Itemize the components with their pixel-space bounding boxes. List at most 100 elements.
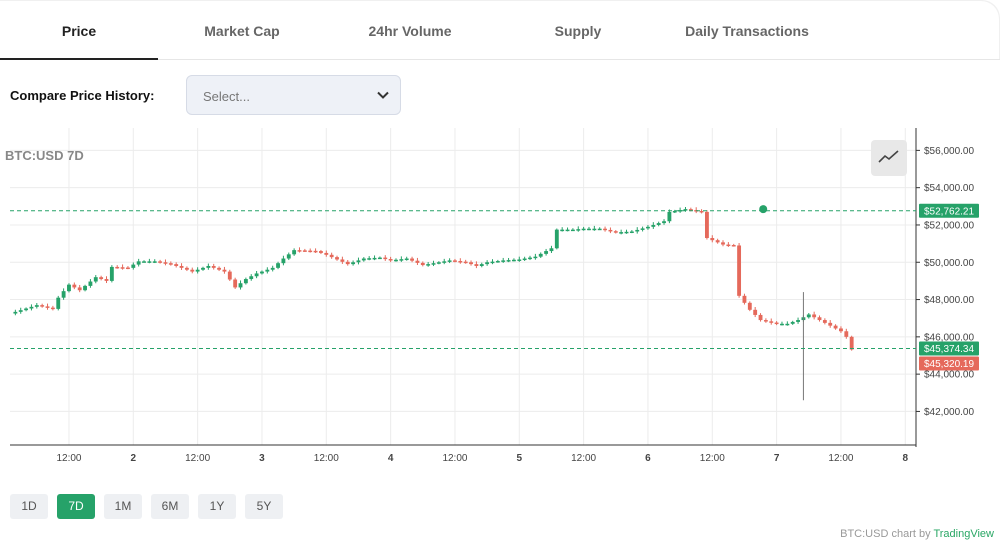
chart-type-button[interactable] <box>871 140 907 176</box>
candle-body <box>576 229 581 231</box>
candle-body <box>442 261 447 263</box>
candle-body <box>335 257 339 260</box>
tab-price[interactable]: Price <box>0 0 158 60</box>
candle-body <box>463 261 468 264</box>
candle-body <box>286 254 291 259</box>
range-button-1m[interactable]: 1M <box>104 494 142 519</box>
tab-daily-transactions[interactable]: Daily Transactions <box>685 23 809 39</box>
tab-24hr-volume[interactable]: 24hr Volume <box>368 23 452 39</box>
candle-body <box>662 221 666 224</box>
candle-body <box>785 323 790 326</box>
candle-body <box>297 250 302 252</box>
tab-market-cap[interactable]: Market Cap <box>204 23 280 39</box>
candle-body <box>731 245 736 247</box>
candle-body <box>619 232 624 234</box>
candle-body <box>511 259 516 262</box>
price-chart[interactable]: $42,000.00 $44,000.00 $46,000.00 $48,000.00… <box>0 128 1000 473</box>
candle-body <box>603 228 607 231</box>
candle-body <box>796 320 800 322</box>
candle-body <box>447 260 452 262</box>
candle-body <box>308 250 313 253</box>
candle-body <box>774 322 779 325</box>
candle-body <box>399 259 404 261</box>
candle-body <box>431 263 436 265</box>
candle-body <box>635 229 640 232</box>
x-tick-label: 7 <box>774 453 780 464</box>
chevron-down-icon <box>377 91 389 99</box>
x-tick-label: 12:00 <box>314 453 339 464</box>
candle-body <box>388 258 393 261</box>
candle-body <box>184 267 189 270</box>
y-tick-label: $50,000.00 <box>924 258 974 269</box>
candle-body <box>597 228 602 231</box>
candle-body <box>195 269 200 272</box>
candle-body <box>629 231 634 233</box>
x-tick-label: 12:00 <box>571 453 596 464</box>
y-tick-label: $42,000.00 <box>924 407 974 418</box>
candle-body <box>849 336 854 350</box>
candle-body <box>190 269 195 272</box>
y-tick-label: $56,000.00 <box>924 146 974 157</box>
candle-body <box>152 261 157 263</box>
metric-tabs: Price Market Cap 24hr Volume Supply Dail… <box>0 0 1000 60</box>
x-tick-label: 8 <box>902 453 908 464</box>
range-button-1y[interactable]: 1Y <box>198 494 236 519</box>
range-button-6m[interactable]: 6M <box>151 494 189 519</box>
candle-body <box>667 211 672 222</box>
compare-select[interactable]: Select... <box>186 75 401 115</box>
x-tick-label: 3 <box>259 453 265 464</box>
candle-body <box>34 305 39 307</box>
compare-price-history-label: Compare Price History: <box>10 88 155 103</box>
candle-body <box>833 325 838 329</box>
candle-body <box>538 253 543 257</box>
candle-body <box>29 306 34 309</box>
range-button-1d[interactable]: 1D <box>10 494 48 519</box>
candle-body <box>822 320 827 323</box>
price-label-bg <box>919 341 979 356</box>
candle-body <box>93 277 98 282</box>
candle-body <box>806 314 811 318</box>
price-label-bg <box>919 356 979 371</box>
candle-body <box>710 238 715 241</box>
candle-body <box>426 264 431 266</box>
tradingview-link[interactable]: TradingView <box>933 528 994 540</box>
x-tick-label: 12:00 <box>56 453 81 464</box>
candle-body <box>351 262 356 265</box>
candle-body <box>570 229 575 232</box>
candle-body <box>672 210 677 213</box>
range-button-7d[interactable]: 7D <box>57 494 95 519</box>
candle-body <box>699 210 704 213</box>
candle-body <box>243 279 248 284</box>
candle-body <box>179 265 184 268</box>
candle-body <box>747 302 752 310</box>
candle-body <box>383 257 388 260</box>
candle-body <box>45 306 50 308</box>
candle-body <box>758 314 763 321</box>
candle-body <box>254 273 259 277</box>
candle-body <box>40 305 45 307</box>
candle-body <box>174 264 179 266</box>
candle-body <box>828 322 833 326</box>
candle-body <box>763 320 768 322</box>
candle-body <box>72 284 77 288</box>
candle-body <box>651 224 656 227</box>
candle-body <box>126 267 130 270</box>
price-label-bg <box>919 203 979 218</box>
candle-body <box>340 259 345 262</box>
range-button-5y[interactable]: 5Y <box>245 494 283 519</box>
candle-body <box>678 210 683 212</box>
candle-body <box>640 228 645 230</box>
x-tick-label: 12:00 <box>828 453 853 464</box>
candle-body <box>292 250 297 255</box>
candle-body <box>517 259 522 261</box>
price-label: $45,374.34 <box>924 344 974 355</box>
candle-body <box>345 261 350 265</box>
candle-body <box>565 229 570 232</box>
candle-body <box>217 267 222 270</box>
tab-supply[interactable]: Supply <box>554 23 602 39</box>
candle-body <box>592 228 597 231</box>
line-chart-icon <box>878 150 899 163</box>
candle-body <box>420 262 425 266</box>
candle-body <box>260 271 264 274</box>
candle-body <box>458 261 463 263</box>
